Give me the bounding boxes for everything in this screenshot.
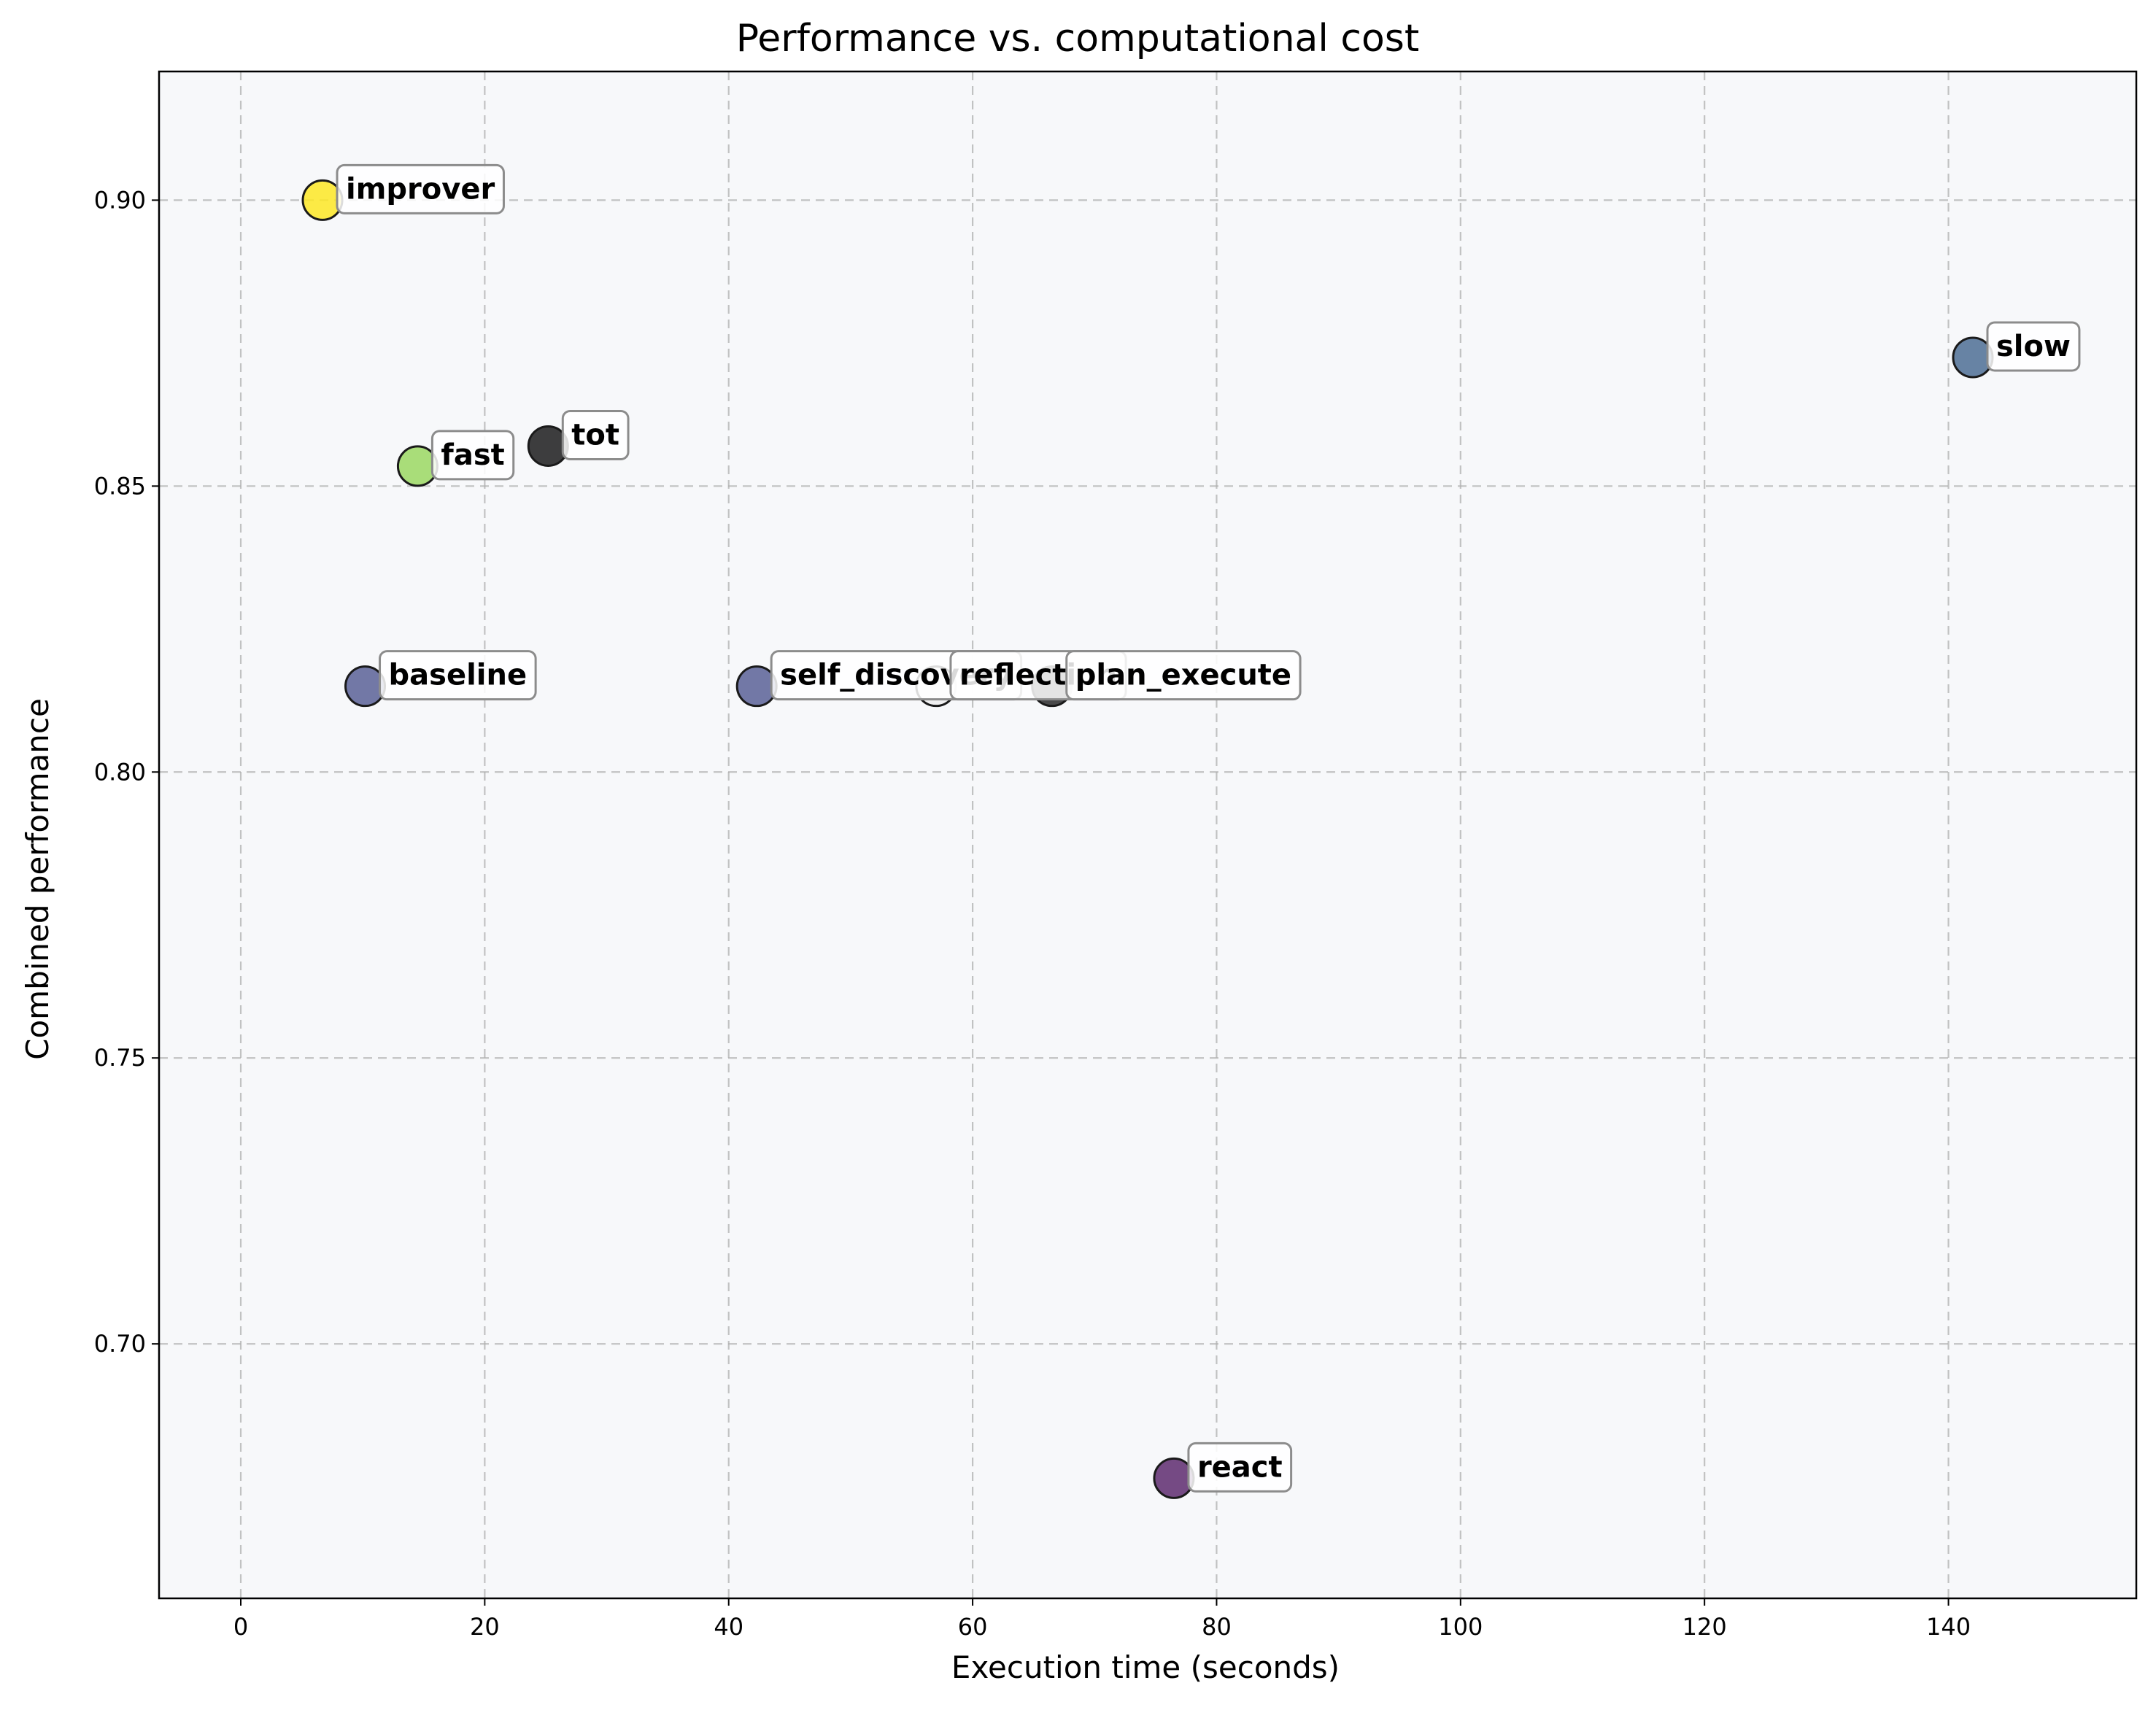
point-label-group: improver xyxy=(336,163,505,214)
y-tick-label: 0.70 xyxy=(94,1330,146,1358)
y-tick-label: 0.85 xyxy=(94,472,146,500)
x-tick-label: 100 xyxy=(1438,1613,1483,1641)
point-label-box xyxy=(379,650,537,701)
plot-area xyxy=(159,71,2136,1598)
y-axis-ticks: 0.70 0.75 0.80 0.85 0.90 xyxy=(94,186,159,1358)
y-axis-label: Combined performance xyxy=(20,698,55,1060)
point-label-group: slow xyxy=(1986,321,2081,372)
y-tick-label: 0.75 xyxy=(94,1044,146,1072)
y-tick-label: 0.90 xyxy=(94,186,146,214)
point-label-box xyxy=(1986,321,2081,372)
point-label-group: react xyxy=(1187,1442,1293,1493)
chart-title: Performance vs. computational cost xyxy=(736,17,1420,61)
y-tick-label: 0.80 xyxy=(94,758,146,786)
point-label-box xyxy=(1065,650,1302,701)
point-label-group: plan_execute xyxy=(1065,650,1302,701)
plot-frame xyxy=(158,70,2138,1600)
point-label: slow xyxy=(1996,330,2071,363)
x-tick-label: 120 xyxy=(1682,1613,1727,1641)
point-label: react xyxy=(1197,1450,1283,1484)
x-tick-label: 20 xyxy=(470,1613,500,1641)
point-label: tot xyxy=(571,418,619,452)
point-label-group: baseline xyxy=(379,650,537,701)
point-label-group: fast xyxy=(430,430,515,481)
x-axis-label: Execution time (seconds) xyxy=(951,1649,1340,1685)
point-label-box xyxy=(336,163,505,214)
point-label: baseline xyxy=(389,659,528,692)
x-tick-label: 40 xyxy=(714,1613,743,1641)
x-tick-label: 0 xyxy=(233,1613,248,1641)
point-label-box xyxy=(1187,1442,1293,1493)
point-label-group: tot xyxy=(561,409,630,460)
x-axis-ticks: 0 20 40 60 80 100 120 140 xyxy=(233,1598,1971,1641)
point-label: fast xyxy=(441,438,504,472)
point-label-box xyxy=(561,409,630,460)
x-tick-label: 80 xyxy=(1202,1613,1232,1641)
point-label-box xyxy=(430,430,515,481)
x-tick-label: 140 xyxy=(1926,1613,1971,1641)
x-tick-label: 60 xyxy=(958,1613,988,1641)
point-label: improver xyxy=(346,172,495,206)
point-label: plan_execute xyxy=(1075,659,1291,692)
